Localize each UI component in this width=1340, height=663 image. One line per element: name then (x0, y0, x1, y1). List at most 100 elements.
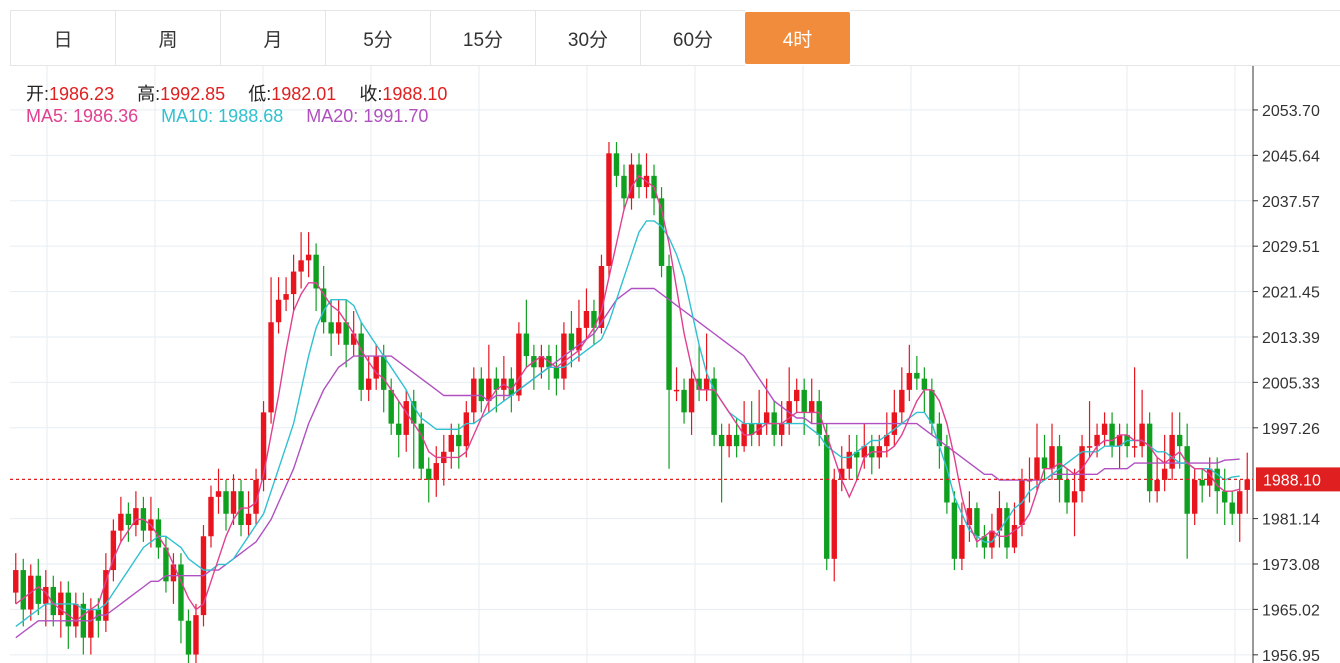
y-tick-label: 2045.64 (1262, 148, 1320, 165)
tab-60min[interactable]: 60分 (640, 10, 745, 66)
candle-up (598, 265, 605, 328)
candle-down (155, 519, 162, 548)
ma5-value: 1986.36 (73, 106, 139, 126)
tab-day[interactable]: 日 (10, 10, 115, 66)
candle-down (718, 434, 725, 447)
candle-down (508, 378, 515, 396)
y-tick-label: 2037.57 (1262, 194, 1320, 211)
candle-up (103, 570, 109, 621)
tab-month[interactable]: 月 (220, 10, 325, 66)
y-tick-label: 2021.45 (1262, 285, 1320, 302)
candle-down (328, 322, 334, 334)
tab-4hour[interactable]: 4时 (745, 12, 850, 64)
candle-up (1237, 491, 1243, 514)
candle-up (1034, 457, 1040, 480)
close-label: 收: (359, 84, 383, 104)
candle-down (613, 153, 620, 176)
candle-down (733, 434, 740, 447)
candle-up (1244, 479, 1250, 490)
candle-down (1176, 434, 1183, 447)
candle-up (763, 412, 770, 424)
ma5-line (15, 174, 1240, 622)
candle-up (966, 508, 973, 526)
current-price-marker (1256, 467, 1340, 492)
candle-down (523, 333, 530, 357)
candle-down (20, 570, 26, 610)
candle-up (133, 508, 139, 526)
y-tick-label: 2013.39 (1262, 330, 1320, 347)
candle-down (1146, 423, 1153, 492)
y-tick-label: 2005.33 (1262, 375, 1320, 392)
candle-down (380, 356, 387, 390)
candle-down (974, 508, 980, 537)
chart-svg[interactable]: 2053.70 2045.64 2037.57 2029.51 2021.45 2013.… (10, 66, 1340, 663)
low-label: 低: (248, 84, 272, 104)
candle-down (125, 513, 132, 526)
candle-up (1011, 525, 1018, 548)
candle-up (1206, 468, 1213, 486)
candle-down (1064, 479, 1070, 503)
candle-down (411, 401, 417, 424)
candlestick-chart[interactable]: 2053.70 2045.64 2037.57 2029.51 2021.45 2013.… (10, 66, 1340, 663)
candle-up (298, 260, 304, 272)
candle-down (1004, 508, 1010, 548)
candle-up (275, 299, 282, 323)
candle-up (245, 513, 252, 526)
candle-down (1199, 479, 1205, 486)
candle-down (426, 468, 432, 480)
candle-up (809, 401, 815, 413)
tab-15min[interactable]: 15分 (430, 10, 535, 66)
candle-up (463, 412, 470, 447)
candle-down (493, 378, 500, 390)
candle-down (50, 586, 57, 616)
candle-down (711, 378, 717, 435)
candle-down (824, 434, 830, 559)
candle-up (583, 310, 590, 328)
candle-down (568, 333, 575, 351)
candle-down (929, 389, 935, 424)
ma-legend: MA5: 1986.36 MA10: 1988.68 MA20: 1991.70 (26, 106, 428, 127)
candle-up (305, 254, 312, 261)
candle-up (673, 389, 680, 392)
candle-up (118, 513, 124, 531)
candle-up (1086, 446, 1093, 448)
candle-up (283, 294, 289, 300)
candle-down (396, 423, 402, 435)
candle-up (884, 434, 890, 447)
candle-down (1229, 502, 1235, 514)
candle-up (1049, 446, 1055, 469)
tab-week[interactable]: 周 (115, 10, 220, 66)
ma10-line (15, 220, 1240, 627)
high-value: 1992.85 (160, 84, 226, 104)
tab-30min[interactable]: 30分 (535, 10, 640, 66)
candle-up (260, 412, 267, 480)
candle-up (110, 530, 117, 571)
candle-down (418, 423, 424, 469)
candle-up (996, 508, 1003, 531)
candle-down (456, 434, 462, 447)
candle-down (936, 423, 943, 447)
candle-up (1116, 434, 1123, 447)
candle-up (906, 372, 913, 390)
candle-up (628, 164, 635, 199)
candle-up (73, 603, 79, 627)
candle-up (1161, 468, 1168, 480)
candle-up (403, 401, 409, 435)
candle-down (65, 592, 72, 627)
candle-up (1191, 479, 1198, 514)
candle-down (1041, 457, 1048, 469)
candle-down (358, 333, 364, 390)
candle-up (193, 615, 199, 655)
candle-down (621, 175, 627, 199)
candle-up (839, 468, 845, 480)
candle-up (43, 586, 49, 604)
y-tick-label: 2053.70 (1262, 103, 1320, 120)
ma20-label: MA20: (306, 106, 359, 126)
close-value: 1988.10 (382, 84, 448, 104)
candle-up (606, 153, 612, 266)
tab-5min[interactable]: 5分 (325, 10, 430, 66)
candle-down (478, 378, 485, 402)
candle-up (1169, 434, 1175, 469)
candle-down (343, 322, 349, 345)
candle-down (388, 389, 394, 424)
